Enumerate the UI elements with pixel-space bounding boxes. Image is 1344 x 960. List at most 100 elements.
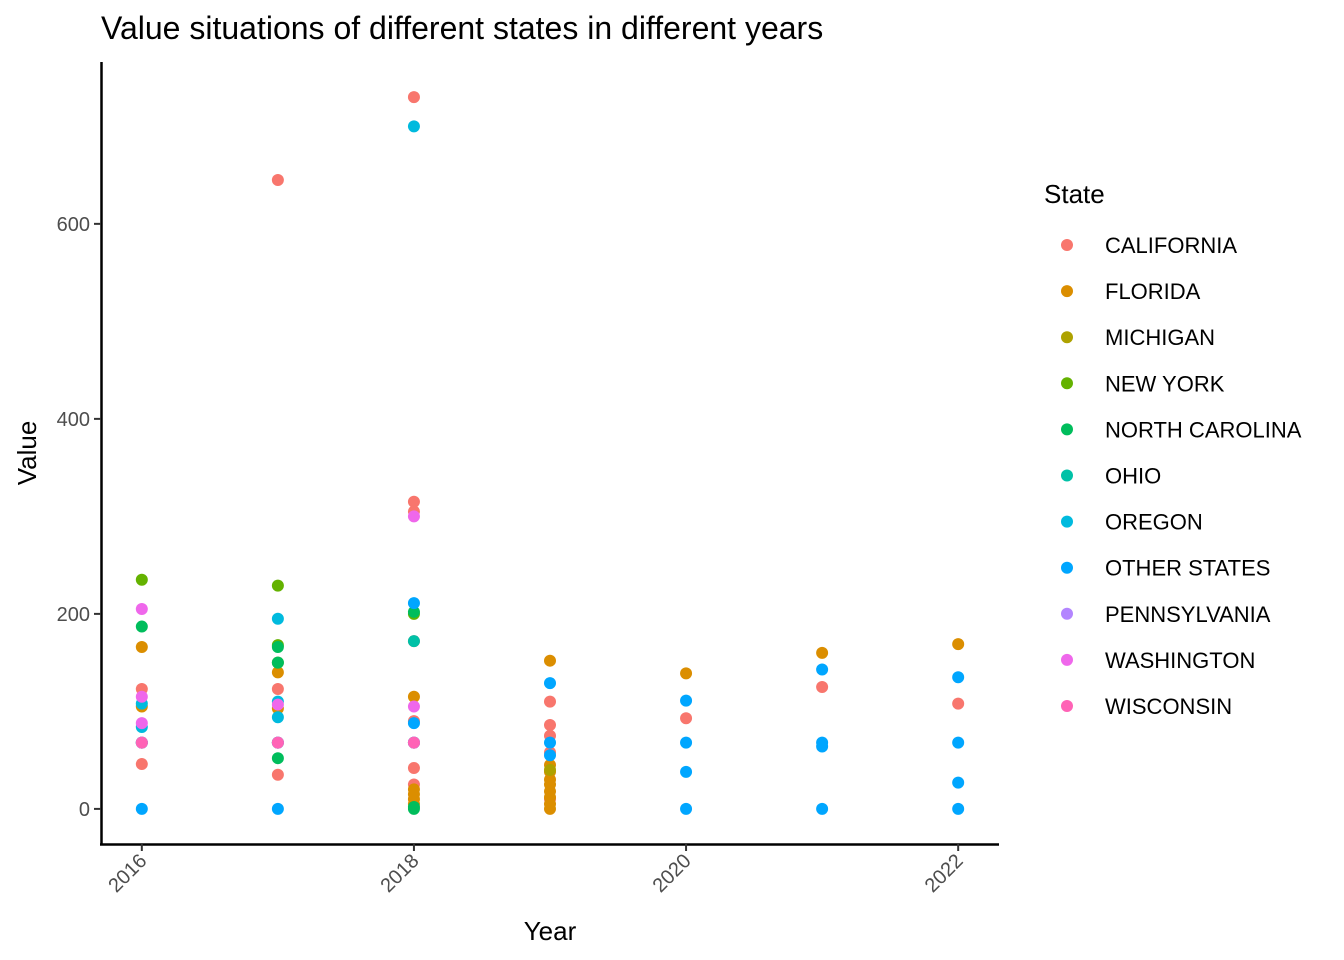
point-california bbox=[271, 768, 284, 781]
point-washington bbox=[407, 700, 420, 713]
point-california bbox=[816, 681, 829, 694]
point-north-carolina bbox=[271, 641, 284, 654]
legend-key-pennsylvania bbox=[1061, 607, 1073, 620]
point-california bbox=[544, 695, 556, 708]
point-wisconsin bbox=[407, 736, 420, 749]
point-wisconsin bbox=[271, 736, 284, 749]
point-oregon bbox=[271, 612, 284, 625]
legend-key-oregon bbox=[1061, 515, 1073, 528]
legend-key-new-york bbox=[1061, 377, 1073, 390]
point-california bbox=[135, 758, 148, 771]
legend-key-california bbox=[1061, 239, 1073, 251]
x-tick-label: 2016 bbox=[104, 850, 151, 897]
legend-item-pennsylvania: PENNSYLVANIA bbox=[1061, 602, 1271, 627]
y-axis-title: Value bbox=[12, 421, 42, 486]
legend: State CALIFORNIA FLORIDA MICHIGAN NEW YORK N… bbox=[1044, 179, 1302, 719]
x-tick-label: 2018 bbox=[376, 850, 423, 897]
point-other-states bbox=[544, 749, 556, 762]
y-tick-label: 400 bbox=[57, 409, 90, 431]
point-ohio bbox=[407, 635, 420, 648]
point-florida bbox=[952, 638, 965, 651]
legend-label-wisconsin: WISCONSIN bbox=[1105, 694, 1232, 719]
point-florida bbox=[544, 654, 556, 667]
legend-key-ohio bbox=[1061, 469, 1073, 482]
point-other-states bbox=[952, 802, 965, 815]
point-other-states bbox=[952, 776, 965, 789]
point-other-states bbox=[407, 597, 420, 610]
point-florida bbox=[271, 666, 284, 679]
legend-key-florida bbox=[1061, 285, 1073, 298]
legend-label-other-states: OTHER STATES bbox=[1105, 556, 1270, 581]
point-florida bbox=[680, 667, 693, 680]
point-other-states bbox=[816, 740, 829, 753]
point-new-york bbox=[135, 573, 148, 586]
point-other-states bbox=[544, 677, 556, 690]
x-tick-label: 2020 bbox=[649, 850, 696, 897]
plot-area: 0 200 400 600 2016 2018 2020 2022 bbox=[57, 62, 999, 897]
point-california bbox=[407, 91, 420, 104]
point-california bbox=[407, 761, 420, 774]
y-tick-label: 600 bbox=[57, 214, 90, 236]
point-other-states bbox=[135, 802, 148, 815]
point-florida bbox=[816, 646, 829, 659]
y-tick-label: 0 bbox=[79, 799, 90, 821]
point-california bbox=[952, 697, 965, 710]
point-michigan bbox=[544, 763, 556, 776]
point-florida bbox=[544, 802, 556, 815]
point-florida bbox=[407, 690, 420, 703]
point-north-carolina bbox=[271, 752, 284, 765]
point-california bbox=[680, 712, 693, 725]
legend-key-north-carolina bbox=[1061, 423, 1073, 436]
point-other-states bbox=[407, 717, 420, 730]
point-washington bbox=[135, 603, 148, 616]
legend-key-michigan bbox=[1061, 331, 1073, 344]
point-wisconsin bbox=[135, 736, 148, 749]
legend-item-oregon: OREGON bbox=[1061, 510, 1203, 535]
point-california bbox=[271, 173, 284, 186]
point-california bbox=[544, 719, 556, 732]
point-other-states bbox=[952, 671, 965, 684]
point-other-states bbox=[816, 802, 829, 815]
data-points bbox=[135, 91, 965, 815]
point-other-states bbox=[680, 765, 693, 778]
point-other-states bbox=[680, 736, 693, 749]
x-axis-title: Year bbox=[524, 916, 577, 946]
point-california bbox=[407, 495, 420, 508]
point-oregon bbox=[271, 711, 284, 724]
legend-item-new-york: NEW YORK bbox=[1061, 371, 1225, 396]
x-tick-label: 2022 bbox=[921, 850, 968, 897]
legend-key-washington bbox=[1061, 653, 1073, 666]
chart-title: Value situations of different states in … bbox=[101, 10, 823, 46]
point-north-carolina bbox=[135, 620, 148, 633]
legend-label-north-carolina: NORTH CAROLINA bbox=[1105, 417, 1302, 442]
point-washington bbox=[271, 698, 284, 711]
legend-label-washington: WASHINGTON bbox=[1105, 648, 1255, 673]
point-north-carolina bbox=[407, 605, 420, 618]
point-washington bbox=[135, 717, 148, 730]
legend-item-ohio: OHIO bbox=[1061, 464, 1161, 489]
point-washington bbox=[135, 690, 148, 703]
point-other-states bbox=[952, 736, 965, 749]
point-washington bbox=[407, 510, 420, 523]
point-north-carolina bbox=[407, 802, 420, 815]
legend-item-washington: WASHINGTON bbox=[1061, 648, 1255, 673]
point-other-states bbox=[544, 736, 556, 749]
legend-label-california: CALIFORNIA bbox=[1105, 233, 1237, 258]
legend-item-michigan: MICHIGAN bbox=[1061, 325, 1215, 350]
legend-label-michigan: MICHIGAN bbox=[1105, 325, 1215, 350]
legend-key-other-states bbox=[1061, 561, 1073, 574]
legend-item-other-states: OTHER STATES bbox=[1061, 556, 1270, 581]
legend-key-wisconsin bbox=[1061, 700, 1073, 712]
legend-item-wisconsin: WISCONSIN bbox=[1061, 694, 1232, 719]
point-oregon bbox=[407, 120, 420, 133]
y-ticks: 0 200 400 600 bbox=[57, 214, 101, 821]
legend-label-ohio: OHIO bbox=[1105, 464, 1161, 489]
y-tick-label: 200 bbox=[57, 604, 90, 626]
point-florida bbox=[135, 641, 148, 654]
legend-title: State bbox=[1044, 179, 1105, 209]
legend-item-florida: FLORIDA bbox=[1061, 279, 1201, 304]
point-other-states bbox=[680, 802, 693, 815]
point-california bbox=[271, 682, 284, 695]
point-other-states bbox=[816, 663, 829, 676]
point-new-york bbox=[271, 579, 284, 592]
